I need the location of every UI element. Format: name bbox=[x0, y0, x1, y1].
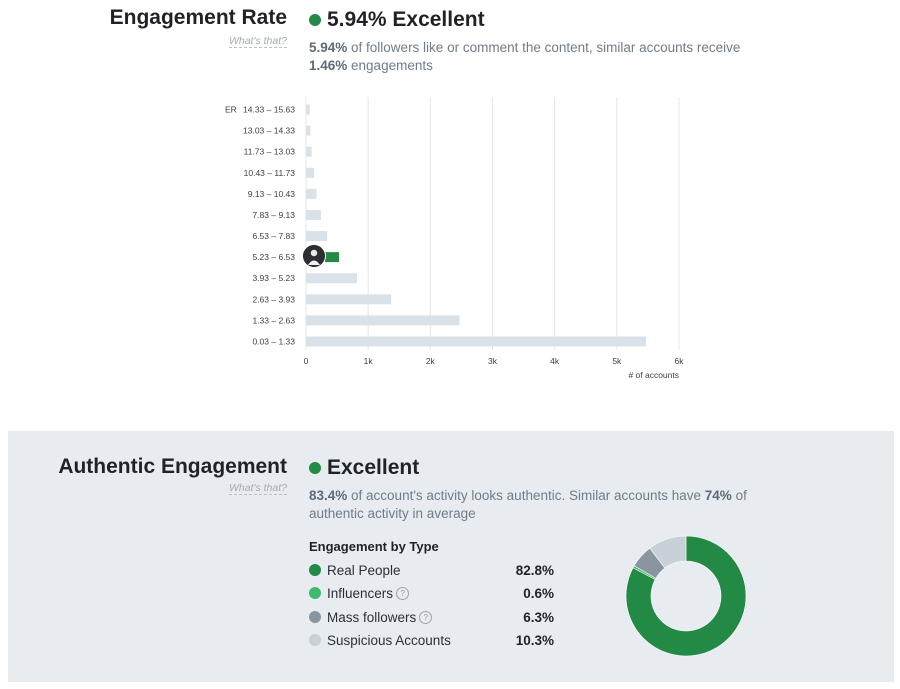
y-category-label: 7.83 – 9.13 bbox=[252, 210, 295, 220]
authentic-desc-of: of bbox=[731, 488, 747, 503]
status-dot-icon bbox=[309, 14, 321, 26]
engagement-status: 5.94% Excellent bbox=[309, 8, 485, 32]
x-tick-label: 2k bbox=[426, 356, 436, 366]
donut-slice bbox=[625, 535, 747, 657]
bar bbox=[306, 315, 460, 326]
bar bbox=[306, 188, 317, 199]
bar bbox=[306, 231, 328, 242]
legend-item-mass-followers: Mass followers ? 6.3% bbox=[309, 608, 554, 626]
engagement-type-donut-chart bbox=[625, 535, 747, 657]
legend-item-influencers: Influencers ? 0.6% bbox=[309, 584, 554, 602]
legend-label: Mass followers bbox=[327, 609, 417, 625]
y-category-label: 6.53 – 7.83 bbox=[252, 231, 295, 241]
whats-that-link-authentic[interactable]: What's that? bbox=[228, 482, 287, 495]
authentic-status: Excellent bbox=[309, 456, 419, 480]
x-tick-label: 0 bbox=[304, 356, 309, 366]
chart-y-axis-label: ER bbox=[225, 105, 237, 115]
similar-authentic-value: 74% bbox=[704, 488, 732, 503]
y-category-label: 0.03 – 1.33 bbox=[252, 336, 295, 346]
bar bbox=[306, 273, 357, 284]
legend-value: 82.8% bbox=[515, 562, 554, 578]
authentic-engagement-panel bbox=[8, 431, 894, 682]
engagement-status-value: 5.94% Excellent bbox=[327, 8, 485, 31]
y-category-label: 3.93 – 5.23 bbox=[252, 273, 295, 283]
y-category-label: 14.33 – 15.63 bbox=[243, 105, 295, 115]
whats-that-link-engagement[interactable]: What's that? bbox=[228, 35, 287, 48]
engagement-rate-title: Engagement Rate bbox=[109, 6, 287, 29]
bar bbox=[306, 125, 311, 136]
bar bbox=[306, 294, 392, 305]
x-tick-label: 6k bbox=[675, 356, 685, 366]
legend-label: Influencers bbox=[327, 585, 394, 601]
legend-value: 6.3% bbox=[523, 609, 554, 625]
authentic-desc-line2: authentic activity in average bbox=[309, 506, 476, 521]
authentic-status-value: Excellent bbox=[327, 456, 420, 479]
y-category-label: 1.33 – 2.63 bbox=[252, 315, 295, 325]
x-tick-label: 1k bbox=[364, 356, 374, 366]
x-tick-label: 3k bbox=[488, 356, 498, 366]
er-desc-end: engagements bbox=[347, 58, 433, 73]
y-category-label: 10.43 – 11.73 bbox=[244, 168, 296, 178]
legend-value: 0.6% bbox=[523, 585, 554, 601]
legend-item-suspicious-accounts: Suspicious Accounts 10.3% bbox=[309, 631, 554, 649]
y-category-label: 5.23 – 6.53 bbox=[252, 252, 295, 262]
mass-followers-dot-icon bbox=[309, 611, 321, 623]
er-value: 5.94% bbox=[309, 40, 348, 55]
chart-x-axis-label: # of accounts bbox=[628, 370, 679, 380]
engagement-description: 5.94% of followers like or comment the c… bbox=[309, 39, 740, 75]
authentic-engagement-title: Authentic Engagement bbox=[58, 455, 287, 478]
bar bbox=[306, 167, 315, 178]
x-tick-label: 5k bbox=[612, 356, 622, 366]
y-category-label: 9.13 – 10.43 bbox=[248, 189, 296, 199]
help-icon[interactable]: ? bbox=[419, 610, 433, 624]
authentic-value: 83.4% bbox=[309, 488, 348, 503]
bar bbox=[306, 336, 647, 347]
suspicious-dot-icon bbox=[309, 634, 321, 646]
engagement-by-type-title: Engagement by Type bbox=[309, 539, 439, 554]
engagement-distribution-chart: 0 1k 2k 3k 4k 5k 6k 14.33 – 15.63 13.03 – 14.33 1… bbox=[225, 97, 685, 380]
real-people-dot-icon bbox=[309, 564, 321, 576]
bar bbox=[306, 146, 312, 157]
authentic-desc-text: of account's activity looks authentic. S… bbox=[347, 488, 705, 503]
legend-label: Suspicious Accounts bbox=[327, 632, 451, 648]
bar bbox=[306, 104, 310, 115]
bar-highlight bbox=[325, 252, 339, 263]
similar-er-value: 1.46% bbox=[309, 58, 348, 73]
help-icon[interactable]: ? bbox=[396, 586, 410, 600]
y-category-label: 2.63 – 3.93 bbox=[252, 294, 295, 304]
account-avatar bbox=[302, 244, 326, 268]
donut-slice bbox=[649, 535, 687, 569]
influencers-dot-icon bbox=[309, 587, 321, 599]
x-tick-label: 4k bbox=[550, 356, 560, 366]
bar bbox=[306, 209, 321, 220]
y-category-label: 13.03 – 14.33 bbox=[243, 126, 295, 136]
status-dot-icon bbox=[309, 462, 321, 474]
legend-value: 10.3% bbox=[515, 632, 554, 648]
legend-label: Real People bbox=[327, 562, 401, 578]
legend-item-real-people: Real People 82.8% bbox=[309, 561, 554, 579]
authentic-description: 83.4% of account's activity looks authen… bbox=[309, 487, 747, 523]
er-desc-text: of followers like or comment the content… bbox=[347, 40, 741, 55]
y-category-label: 11.73 – 13.03 bbox=[244, 147, 296, 157]
